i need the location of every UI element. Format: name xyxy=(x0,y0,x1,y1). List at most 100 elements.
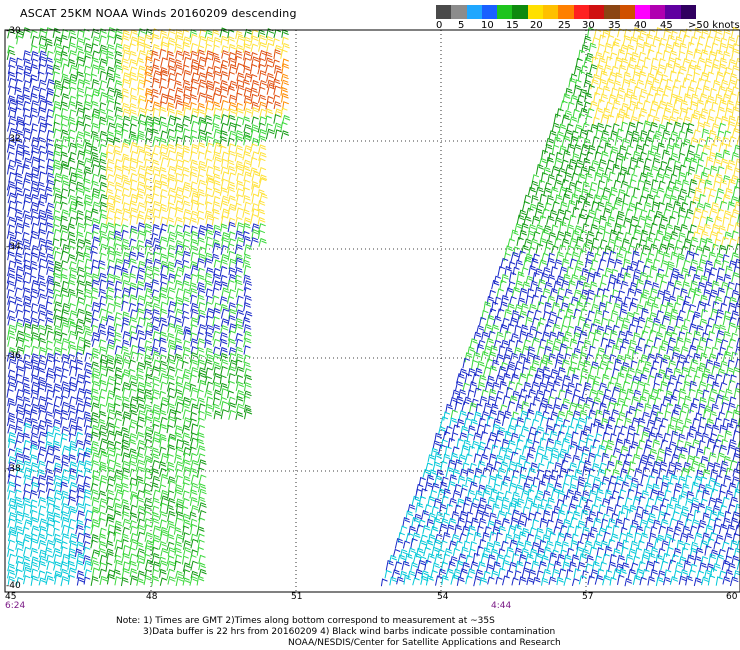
wind-barb xyxy=(22,561,31,572)
wind-barb xyxy=(620,403,629,413)
wind-barb xyxy=(14,215,23,226)
wind-barb xyxy=(235,332,243,342)
wind-barb xyxy=(234,279,243,290)
wind-barb xyxy=(197,517,206,527)
wind-barb xyxy=(152,251,160,263)
wind-barb xyxy=(7,490,15,500)
wind-barb xyxy=(421,570,430,579)
wind-barb xyxy=(492,315,502,326)
wind-barb xyxy=(59,34,68,45)
wind-barb xyxy=(243,264,252,276)
wind-barb xyxy=(653,296,661,305)
wind-barb xyxy=(565,164,574,175)
wind-barb xyxy=(44,208,53,218)
wind-barb xyxy=(625,145,634,154)
wind-barb xyxy=(129,172,138,183)
wind-barb xyxy=(144,404,152,413)
wind-barb xyxy=(137,95,146,104)
wind-barb xyxy=(7,243,17,255)
wind-barb xyxy=(84,50,92,60)
wind-barb xyxy=(98,158,107,168)
wind-barb xyxy=(242,43,251,53)
wind-barb xyxy=(463,540,471,549)
wind-barb xyxy=(76,495,84,506)
wind-barb xyxy=(525,553,534,564)
wind-barb xyxy=(540,554,549,564)
wind-barb xyxy=(137,570,146,579)
wind-barb xyxy=(599,239,608,248)
wind-barb xyxy=(281,114,291,125)
wind-barb xyxy=(75,187,84,196)
wind-barb xyxy=(99,80,107,89)
wind-barb xyxy=(673,467,681,477)
wind-barb xyxy=(429,489,438,499)
wind-barb xyxy=(733,167,740,176)
wind-barb xyxy=(714,49,723,61)
wind-barb xyxy=(552,380,561,391)
wind-barb xyxy=(174,368,183,377)
wind-barb xyxy=(137,410,146,420)
wind-barb xyxy=(8,171,16,183)
wind-barb xyxy=(434,553,443,564)
wind-barb xyxy=(37,137,46,147)
wind-barb xyxy=(629,380,638,392)
wind-barb xyxy=(544,345,552,355)
wind-barb xyxy=(555,353,564,362)
wind-barbs xyxy=(6,26,740,587)
wind-barb xyxy=(677,396,685,407)
wind-barb xyxy=(576,481,585,492)
wind-barb xyxy=(106,173,115,183)
wind-barb xyxy=(37,332,46,342)
wind-barb xyxy=(7,64,16,75)
wind-barb xyxy=(516,438,524,448)
wind-barb xyxy=(264,108,274,117)
wind-barb xyxy=(528,446,536,457)
wind-barb xyxy=(704,545,712,556)
wind-barb xyxy=(483,423,491,434)
wind-barb xyxy=(579,375,588,385)
wind-barb xyxy=(684,171,693,182)
wind-barb xyxy=(135,287,144,298)
wind-barb xyxy=(677,130,686,140)
wind-barb xyxy=(196,64,205,75)
wind-barb xyxy=(121,179,131,189)
wind-barb xyxy=(219,346,228,356)
wind-barb xyxy=(574,124,583,133)
wind-barb xyxy=(99,222,108,233)
wind-barb xyxy=(174,64,183,75)
wind-barb xyxy=(707,396,716,407)
wind-barb xyxy=(486,296,495,305)
wind-barb xyxy=(114,79,123,89)
wind-barb xyxy=(720,439,728,449)
wind-barb xyxy=(554,316,563,327)
wind-barb xyxy=(45,164,54,175)
wind-barb xyxy=(567,199,576,211)
wind-barb xyxy=(602,531,611,542)
wind-barb xyxy=(709,388,718,399)
wind-barb xyxy=(15,71,23,82)
wind-barb xyxy=(167,510,176,522)
wind-barb xyxy=(259,193,268,204)
wind-barb xyxy=(235,257,244,268)
wind-barb xyxy=(540,272,549,283)
wind-barb xyxy=(166,135,176,146)
wind-barb xyxy=(190,352,198,363)
wind-barb xyxy=(219,145,227,154)
wind-barb xyxy=(715,29,723,38)
wind-barb xyxy=(707,194,715,203)
wind-barb xyxy=(67,58,76,68)
wind-barb xyxy=(175,200,183,211)
wind-barb xyxy=(487,496,496,506)
wind-barb xyxy=(557,453,565,463)
wind-barb xyxy=(581,322,591,334)
wind-barb xyxy=(67,188,75,197)
wind-barb xyxy=(167,150,175,161)
wind-barb xyxy=(7,553,16,564)
wind-barb xyxy=(676,214,685,226)
wind-barb xyxy=(553,280,562,292)
wind-barb xyxy=(445,568,454,579)
wind-barb xyxy=(734,282,740,291)
wind-barb xyxy=(198,160,206,169)
wind-barb xyxy=(609,106,618,118)
wind-barb xyxy=(129,553,137,564)
